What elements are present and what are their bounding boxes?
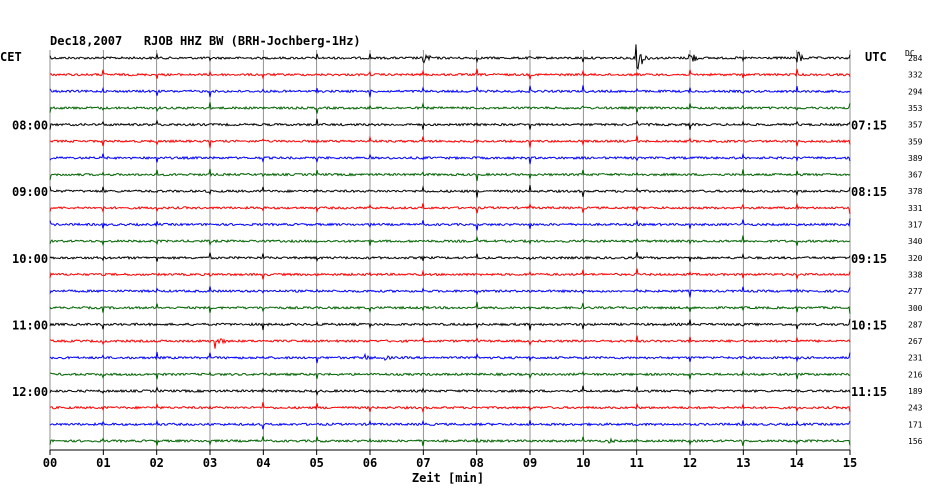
trace-22 <box>49 419 851 430</box>
trace-2 <box>49 85 851 98</box>
trace-16 <box>49 318 851 331</box>
trace-15 <box>49 301 851 314</box>
dc-offset-4: 357 <box>908 121 923 130</box>
traces <box>49 44 851 447</box>
left-time-label-2: 10:00 <box>12 252 48 266</box>
dc-offset-15: 300 <box>908 304 923 313</box>
trace-8 <box>49 185 851 198</box>
x-tick-label-08: 08 <box>469 456 483 470</box>
x-tick-label-15: 15 <box>843 456 857 470</box>
trace-14 <box>49 286 851 298</box>
x-tick-label-02: 02 <box>149 456 163 470</box>
trace-21 <box>49 402 851 414</box>
trace-0 <box>49 44 851 70</box>
left-time-label-0: 08:00 <box>12 119 48 133</box>
trace-12 <box>49 251 851 263</box>
grid-lines <box>49 50 851 451</box>
dc-offset-14: 277 <box>908 287 923 296</box>
trace-17 <box>49 335 851 349</box>
trace-4 <box>49 118 851 131</box>
dc-offset-3: 353 <box>908 104 923 113</box>
dc-offset-23: 156 <box>908 437 923 446</box>
left-time-label-1: 09:00 <box>12 185 48 199</box>
trace-11 <box>49 235 851 247</box>
dc-offset-10: 317 <box>908 221 923 230</box>
right-time-label-4: 11:15 <box>851 385 887 399</box>
chart-title: Dec18,2007 RJOB HHZ BW (BRH-Jochberg-1Hz… <box>50 34 361 48</box>
trace-7 <box>49 168 851 182</box>
dc-offset-12: 320 <box>908 254 923 263</box>
dc-offset-19: 216 <box>908 370 923 379</box>
left-timezone-label: CET <box>0 50 22 64</box>
trace-23 <box>49 436 851 447</box>
dc-header-label: DC <box>905 49 915 58</box>
trace-9 <box>49 202 851 215</box>
trace-18 <box>49 351 851 364</box>
right-timezone-label: UTC <box>865 50 887 64</box>
x-tick-label-12: 12 <box>683 456 697 470</box>
x-tick-label-11: 11 <box>629 456 643 470</box>
dc-offset-7: 367 <box>908 171 923 180</box>
dc-offset-2: 294 <box>908 87 923 96</box>
trace-6 <box>49 152 851 165</box>
trace-19 <box>49 369 851 380</box>
right-time-labels: 07:15 08:15 09:15 10:15 11:15 <box>851 119 887 399</box>
dc-offset-8: 378 <box>908 187 923 196</box>
x-tick-label-00: 00 <box>43 456 57 470</box>
left-time-label-3: 11:00 <box>12 318 48 332</box>
dc-offset-20: 189 <box>908 387 923 396</box>
dc-offset-11: 340 <box>908 237 923 246</box>
trace-1 <box>49 68 851 80</box>
x-tick-label-09: 09 <box>523 456 537 470</box>
x-tick-label-04: 04 <box>256 456 270 470</box>
dc-offset-5: 359 <box>908 137 923 146</box>
x-tick-label-07: 07 <box>416 456 430 470</box>
right-time-label-3: 10:15 <box>851 318 887 332</box>
trace-13 <box>49 268 851 281</box>
x-tick-label-13: 13 <box>736 456 750 470</box>
right-time-label-0: 07:15 <box>851 119 887 133</box>
dc-offset-1: 332 <box>908 71 923 80</box>
dc-offset-9: 331 <box>908 204 923 213</box>
dc-offset-21: 243 <box>908 404 923 413</box>
x-tick-label-03: 03 <box>203 456 217 470</box>
dc-offset-6: 389 <box>908 154 923 163</box>
dc-offset-18: 231 <box>908 354 923 363</box>
dc-offset-0: 284 <box>908 54 923 63</box>
trace-5 <box>49 135 851 148</box>
trace-10 <box>49 218 851 231</box>
x-tick-label-10: 10 <box>576 456 590 470</box>
dc-offset-16: 287 <box>908 320 923 329</box>
x-tick-label-14: 14 <box>789 456 803 470</box>
dc-offset-13: 338 <box>908 270 923 279</box>
x-tick-label-05: 05 <box>309 456 323 470</box>
trace-3 <box>49 101 851 114</box>
left-time-labels: 08:00 09:00 10:00 11:00 12:00 <box>12 119 48 399</box>
right-time-label-1: 08:15 <box>851 185 887 199</box>
x-axis-label: Zeit [min] <box>412 471 484 485</box>
trace-20 <box>49 385 851 397</box>
dc-offset-22: 171 <box>908 420 923 429</box>
right-time-label-2: 09:15 <box>851 252 887 266</box>
x-tick-label-01: 01 <box>96 456 110 470</box>
x-tick-label-06: 06 <box>363 456 377 470</box>
dc-offset-17: 267 <box>908 337 923 346</box>
left-time-label-4: 12:00 <box>12 385 48 399</box>
dc-offset-labels: 284 332 294 353 357 359 389 367 378 331 317 340 320 3… <box>908 54 923 446</box>
x-axis: 00 01 02 03 04 05 06 07 08 09 10 11 12 13 14 15 <box>43 450 857 470</box>
